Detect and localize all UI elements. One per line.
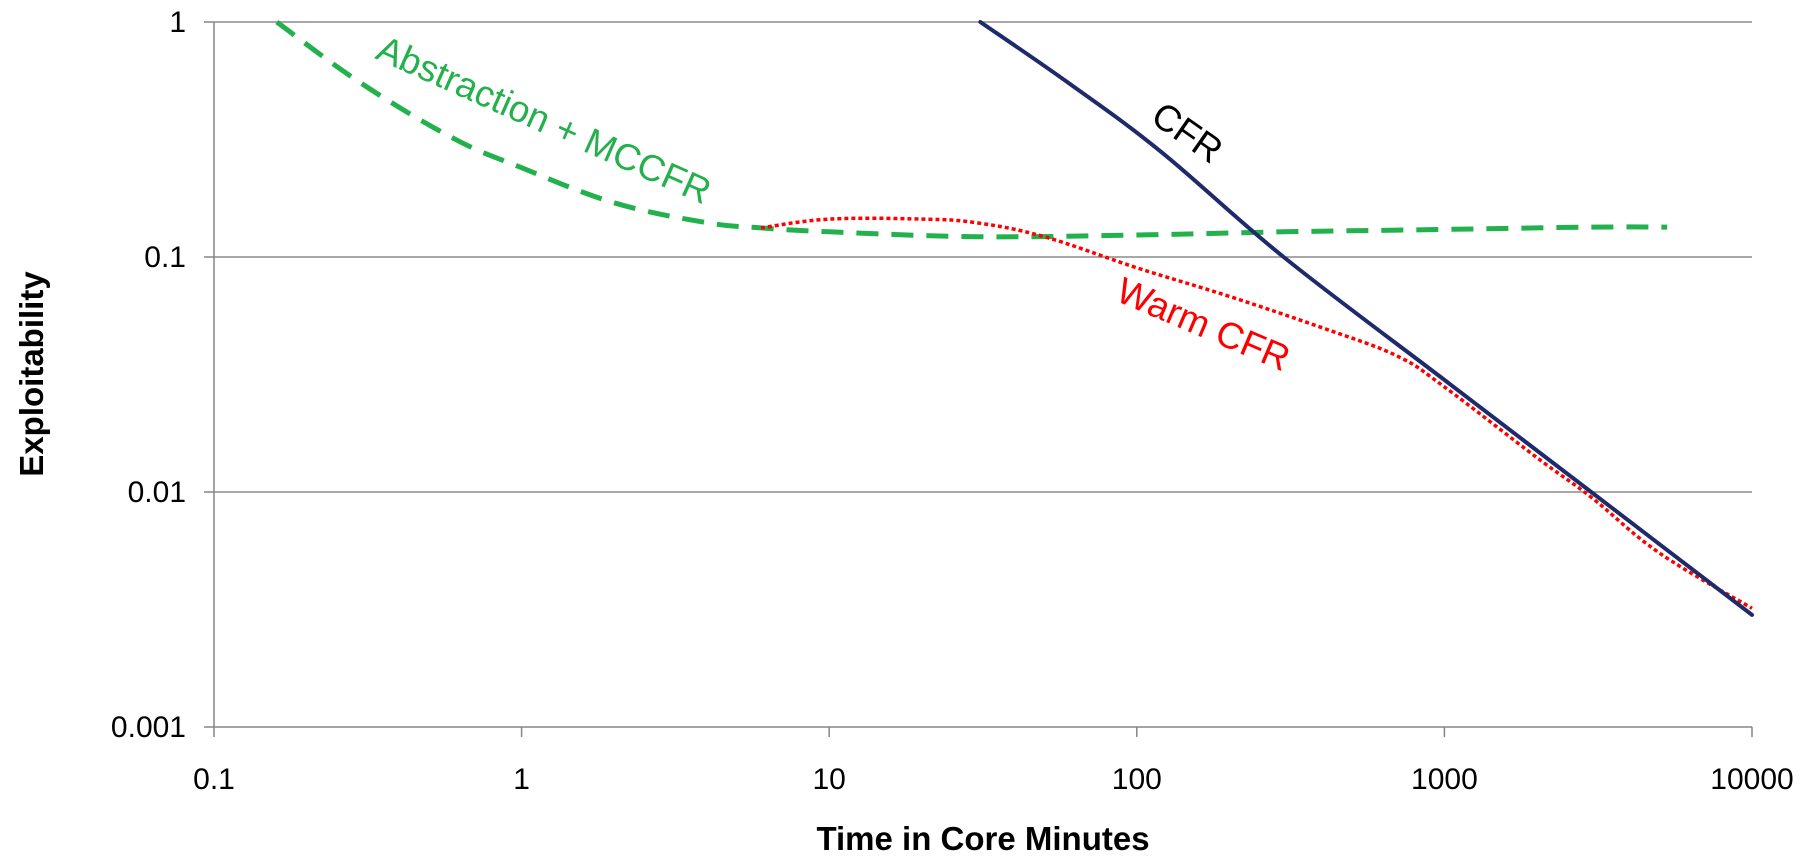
y-axis-title: Exploitability [13,271,50,477]
y-tick-label: 0.01 [128,476,186,509]
x-tick-label: 0.1 [193,763,235,796]
series-line-cfr [978,20,1754,617]
y-tick-label: 0.001 [111,711,186,744]
x-tick-labels: 0.1 1 10 100 1000 10000 [193,763,1794,796]
x-tick-label: 1000 [1411,763,1478,796]
x-tick-label: 10 [813,763,846,796]
series-label-warm-cfr: Warm CFR [1111,270,1296,379]
series-label-cfr: CFR [1144,94,1230,171]
x-tick-label: 10000 [1710,763,1793,796]
series-line-warm-cfr [760,216,1753,610]
y-tick-label: 0.1 [144,241,186,274]
y-tick-label: 1 [169,6,186,39]
series-lines [275,19,1754,617]
x-axis-title: Time in Core Minutes [816,820,1149,857]
y-tick-labels: 1 0.1 0.01 0.001 [111,6,186,744]
x-tick-label: 100 [1112,763,1162,796]
x-tick-label: 1 [513,763,530,796]
axes [213,22,1752,728]
series-line-abstraction-mccfr [275,19,1668,240]
